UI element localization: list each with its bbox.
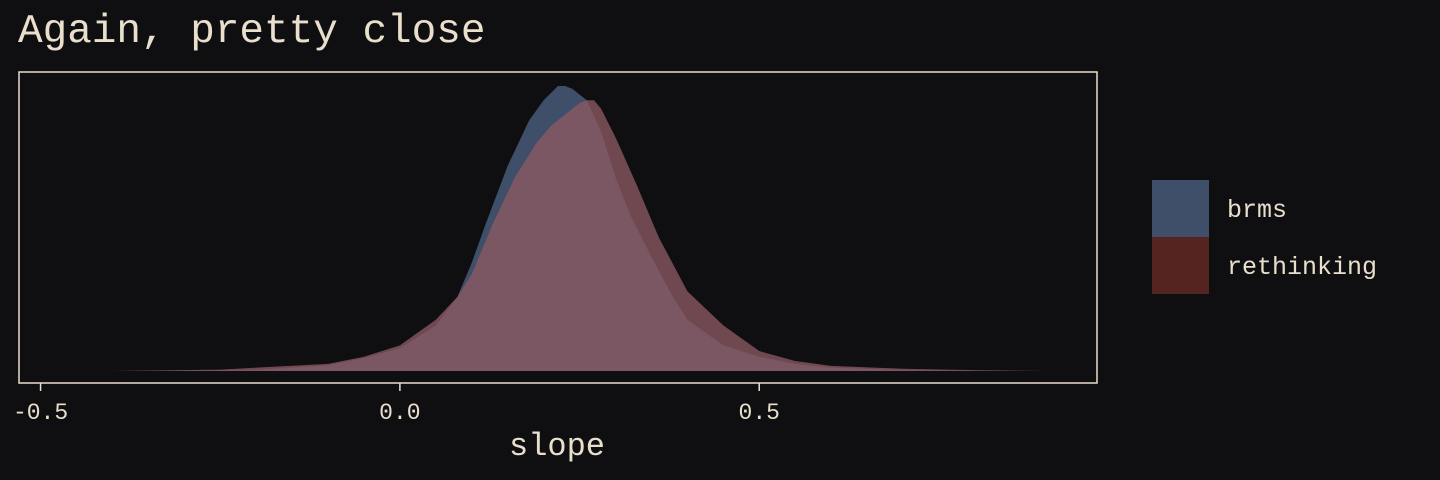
legend-key-brms <box>1152 180 1209 237</box>
x-tick-label: -0.5 <box>13 400 68 426</box>
legend-key-rethinking <box>1152 237 1209 294</box>
density-area-rethinking <box>112 100 1047 371</box>
x-tick-label: 0.0 <box>379 400 420 426</box>
x-axis: -0.5 0.0 0.5 <box>13 383 780 426</box>
x-tick-label: 0.5 <box>739 400 780 426</box>
density-layer <box>112 86 1047 371</box>
legend: brms rethinking <box>1152 180 1377 294</box>
legend-label-brms: brms <box>1227 196 1287 225</box>
x-axis-title: slope <box>509 428 605 465</box>
plot-border <box>18 71 1098 384</box>
chart-title: Again, pretty close <box>18 9 486 55</box>
legend-label-rethinking: rethinking <box>1227 253 1377 282</box>
